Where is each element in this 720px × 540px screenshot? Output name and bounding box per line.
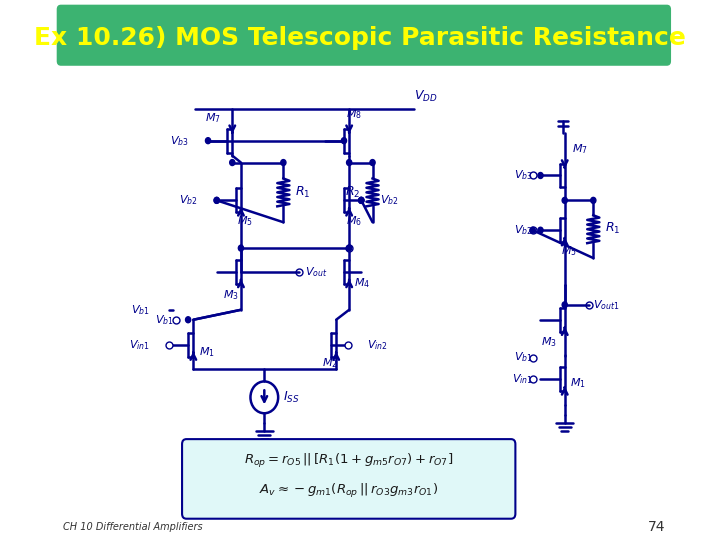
Circle shape xyxy=(186,317,191,323)
Text: $V_{b1}$: $V_{b1}$ xyxy=(131,303,150,316)
Text: $V_{b2}$: $V_{b2}$ xyxy=(380,193,399,207)
Circle shape xyxy=(214,198,220,204)
Text: $R_1$: $R_1$ xyxy=(605,221,620,236)
Text: $V_{out}$: $V_{out}$ xyxy=(305,265,328,279)
Text: $V_{b3}$: $V_{b3}$ xyxy=(514,168,533,183)
Circle shape xyxy=(238,245,243,251)
Circle shape xyxy=(530,227,535,233)
Text: $M_8$: $M_8$ xyxy=(346,107,361,121)
Text: $V_{in1}$: $V_{in1}$ xyxy=(512,373,533,386)
Text: $M_3$: $M_3$ xyxy=(222,288,238,302)
Circle shape xyxy=(538,172,543,179)
Text: $V_{b2}$: $V_{b2}$ xyxy=(514,224,533,237)
Text: $A_v \approx -g_{m1}(R_{op}\,||\,r_{O3}g_{m3}r_{O1})$: $A_v \approx -g_{m1}(R_{op}\,||\,r_{O3}g… xyxy=(258,482,438,500)
Text: $V_{out1}$: $V_{out1}$ xyxy=(593,298,620,312)
Circle shape xyxy=(346,245,352,251)
FancyBboxPatch shape xyxy=(182,439,516,519)
Text: $M_4$: $M_4$ xyxy=(354,276,371,290)
Circle shape xyxy=(562,302,567,308)
Circle shape xyxy=(590,198,596,204)
Circle shape xyxy=(205,138,211,144)
Text: 74: 74 xyxy=(648,519,665,534)
Text: $M_7$: $M_7$ xyxy=(572,141,588,156)
Circle shape xyxy=(346,160,352,166)
Text: CH 10 Differential Amplifiers: CH 10 Differential Amplifiers xyxy=(63,522,202,532)
Text: $V_{b1}$: $V_{b1}$ xyxy=(155,313,174,327)
Circle shape xyxy=(214,198,220,204)
Text: $M_6$: $M_6$ xyxy=(346,214,361,228)
Text: $V_{b3}$: $V_{b3}$ xyxy=(170,134,189,147)
Circle shape xyxy=(562,198,567,204)
Text: $R_2$: $R_2$ xyxy=(345,185,361,200)
Circle shape xyxy=(359,198,364,204)
Text: $M_7$: $M_7$ xyxy=(205,111,221,125)
Text: $V_{b2}$: $V_{b2}$ xyxy=(179,193,198,207)
Text: $M_1$: $M_1$ xyxy=(199,346,215,360)
Circle shape xyxy=(370,160,375,166)
Text: $I_{SS}$: $I_{SS}$ xyxy=(284,390,300,405)
Text: $M_3$: $M_3$ xyxy=(541,336,557,349)
Circle shape xyxy=(359,198,364,204)
Circle shape xyxy=(281,160,286,166)
Text: $V_{in1}$: $V_{in1}$ xyxy=(129,338,150,352)
Text: $R_{op} = r_{O5}\,||\,[R_1(1+g_{m5}r_{O7})+r_{O7}]$: $R_{op} = r_{O5}\,||\,[R_1(1+g_{m5}r_{O7… xyxy=(243,452,453,470)
Text: $R_1$: $R_1$ xyxy=(294,185,310,200)
Text: $V_{in2}$: $V_{in2}$ xyxy=(367,338,388,352)
Circle shape xyxy=(538,227,543,233)
Text: Ex 10.26) MOS Telescopic Parasitic Resistance: Ex 10.26) MOS Telescopic Parasitic Resis… xyxy=(34,26,685,50)
FancyBboxPatch shape xyxy=(58,5,670,65)
Text: $M_1$: $M_1$ xyxy=(570,376,586,390)
Text: $M_5$: $M_5$ xyxy=(238,214,253,228)
Circle shape xyxy=(230,160,235,166)
Text: $V_{b1}$: $V_{b1}$ xyxy=(514,350,533,365)
Text: $M_2$: $M_2$ xyxy=(323,356,338,370)
Circle shape xyxy=(359,198,364,204)
Text: $V_{DD}$: $V_{DD}$ xyxy=(414,89,438,104)
Text: $M_5$: $M_5$ xyxy=(562,244,577,258)
Circle shape xyxy=(341,138,346,144)
